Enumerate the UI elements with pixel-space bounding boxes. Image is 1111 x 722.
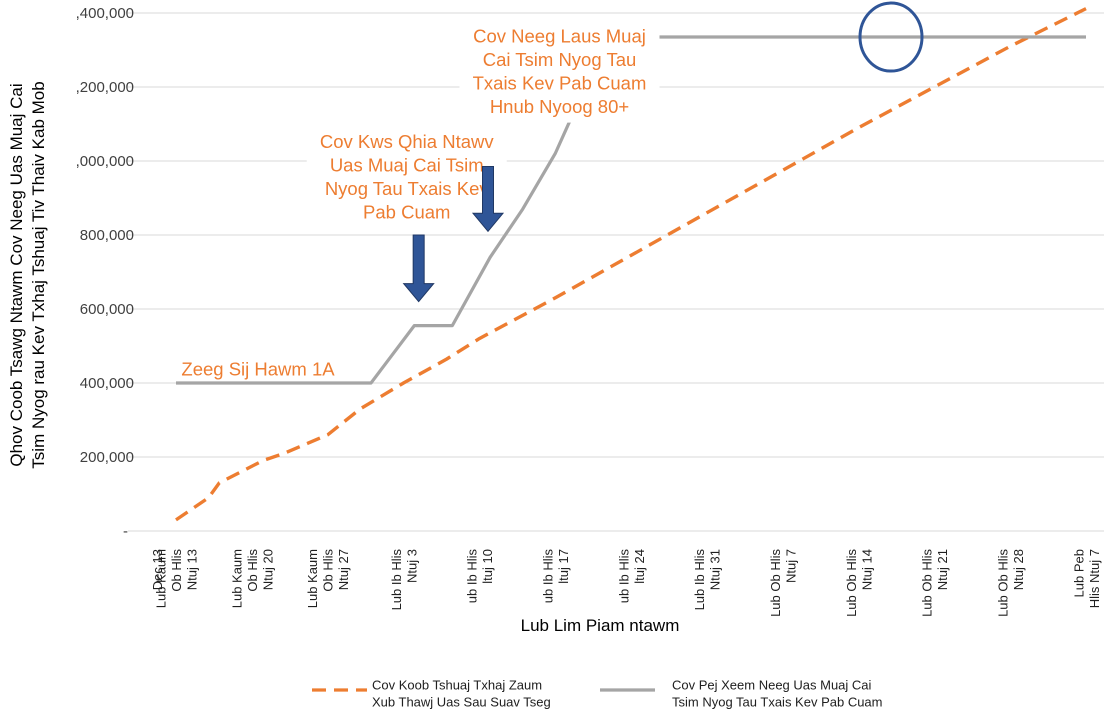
annotation-text: Pab Cuam: [363, 202, 450, 223]
x-tick-label-line: Lub Ib Hlis: [692, 549, 707, 611]
legend-label-line: Tsim Nyog Tau Txais Kev Pab Cuam: [672, 695, 883, 710]
annotation-text: Cai Tsim Nyog Tau: [483, 49, 637, 70]
y-tick-label: 600,000: [80, 301, 134, 318]
down-arrow-2: [471, 166, 505, 233]
x-tick-label-line: Lub Ob Hlis: [844, 549, 859, 617]
x-tick-label-line: Lub Peb: [1071, 549, 1086, 597]
x-tick-label: Lub Ib Hlis Ntuj 31: [692, 549, 723, 611]
series-line-first-doses: [175, 7, 1087, 522]
x-tick-label-line: Lub Ob Hlis: [995, 549, 1010, 617]
x-tick-label-line: ltuj 10: [480, 549, 495, 584]
legend-label-line: Cov Koob Tshuaj Txhaj Zaum: [372, 678, 542, 693]
y-tick-label: 200,000: [80, 449, 134, 466]
annotation-text: Uas Muaj Cai Tsim: [330, 155, 484, 176]
x-tick-label: Lub Ib Hlis Ntuj 3: [389, 549, 420, 611]
down-arrow-1: [402, 234, 435, 303]
y-tick-label: ,200,000: [76, 79, 134, 96]
annotation-text: Txais Kev Pab Cuam: [473, 73, 647, 94]
x-tick-label: Lub Ob Hlis Ntuj 21: [920, 549, 951, 617]
annotation-background: [306, 126, 507, 229]
y-axis-title: Qhov Coob Tsawg Ntawm Cov Neeg Uas Muaj …: [7, 81, 48, 468]
x-tick-clipped-label: Dec 13: [150, 549, 165, 590]
legend-label-line: Cov Pej Xeem Neeg Uas Muaj Cai: [672, 678, 872, 693]
x-tick-label-line: Ntuj 27: [336, 549, 351, 590]
x-tick-label: ub Ib Hlis ltuj 17: [540, 549, 571, 604]
x-tick-label-line: Ob Hlis: [169, 549, 184, 592]
y-tick-label: 400,000: [80, 375, 134, 392]
x-tick-label: ub Ib Hlis ltuj 10: [465, 549, 496, 604]
x-tick-label-line: Ntuj 31: [708, 549, 723, 590]
x-tick-label-line: Ntuj 7: [783, 549, 798, 583]
x-tick-label-line: ub Ib Hlis: [616, 549, 631, 604]
y-axis-title-line: Tsim Nyog rau Kev Txhaj Tshuaj Tiv Thaiv…: [29, 81, 48, 468]
axis-titles: Lub Lim Piam ntawm Qhov Coob Tsawg Ntawm …: [7, 81, 679, 635]
x-tick-label-line: Lub Ob Hlis: [920, 549, 935, 617]
x-tick-label-line: ub Ib Hlis: [465, 549, 480, 604]
y-axis-ticks: - 200,000 400,000 600,000 800,000 ,000,000 ,20…: [76, 5, 134, 540]
x-tick-label-line: Ntuj 14: [859, 549, 874, 590]
arrows: [402, 1, 924, 303]
x-tick-label: Lub Ob Hlis Ntuj 14: [844, 549, 875, 617]
x-tick-label-line: Ntuj 20: [260, 549, 275, 590]
legend-item-1: Cov Koob Tshuaj Txhaj Zaum Xub Thawj Uas …: [312, 678, 551, 710]
x-tick-label-line: ltuj 24: [632, 549, 647, 584]
x-tick-label-line: Hlis Ntuj 7: [1087, 549, 1102, 608]
x-tick-label-line: Ntuj 21: [935, 549, 950, 590]
x-tick-label-line: Lub Kaum: [229, 549, 244, 608]
annotation-text: Cov Kws Qhia Ntawv: [320, 131, 494, 152]
x-tick-label-line: ltuj 17: [556, 549, 571, 584]
x-tick-label-line: Lub Kaum: [154, 549, 169, 608]
x-axis-title: Lub Lim Piam ntawm: [521, 616, 680, 635]
annotation-text: Cov Neeg Laus Muaj: [473, 26, 646, 47]
annotation-text: Hnub Nyoog 80+: [490, 96, 629, 117]
annotation-background: [459, 20, 660, 123]
legend-item-2: Cov Pej Xeem Neeg Uas Muaj Cai Tsim Nyog …: [600, 678, 883, 710]
y-tick-label: -: [123, 523, 128, 540]
annotations: Zeeg Sij Hawm 1A Cov Kws Qhia Ntawv Uas Mu…: [181, 20, 660, 380]
legend-label-line: Xub Thawj Uas Sau Suav Tseg: [372, 695, 551, 710]
x-tick-label-line: Ob Hlis: [321, 549, 336, 592]
legend: Cov Koob Tshuaj Txhaj Zaum Xub Thawj Uas …: [312, 678, 883, 710]
x-tick-label-line: Lub Ob Hlis: [768, 549, 783, 617]
y-tick-label: ,400,000: [76, 5, 134, 22]
x-tick-label-line: Ntuj 13: [185, 549, 200, 590]
y-tick-label: 800,000: [80, 227, 134, 244]
x-tick-label: Lub Kaum Ob Hlis Ntuj 20: [229, 549, 275, 609]
y-tick-label: ,000,000: [76, 153, 134, 170]
x-tick-label-line: Ntuj 3: [404, 549, 419, 583]
x-tick-label-line: Ob Hlis: [245, 549, 260, 592]
x-tick-label-line: Lub Ib Hlis: [389, 549, 404, 611]
x-tick-label-line: Lub Kaum: [305, 549, 320, 608]
annotation-text: Nyog Tau Txais Kev: [325, 178, 490, 199]
annotation-text: Zeeg Sij Hawm 1A: [181, 359, 335, 380]
x-tick-label: Lub Kaum Ob Hlis Ntuj 27: [305, 549, 351, 609]
highlight-circle: [858, 1, 924, 73]
x-tick-label-line: Ntuj 28: [1011, 549, 1026, 590]
x-tick-label: Lub Ob Hlis Ntuj 28: [995, 549, 1026, 617]
x-tick-label: Lub Peb Hlis Ntuj 7: [1071, 549, 1102, 608]
x-tick-label: Lub Ob Hlis Ntuj 7: [768, 549, 799, 617]
y-axis-title-line: Qhov Coob Tsawg Ntawm Cov Neeg Uas Muaj …: [7, 83, 26, 466]
x-tick-label-line: ub Ib Hlis: [540, 549, 555, 604]
x-tick-label: ub Ib Hlis ltuj 24: [616, 549, 647, 604]
